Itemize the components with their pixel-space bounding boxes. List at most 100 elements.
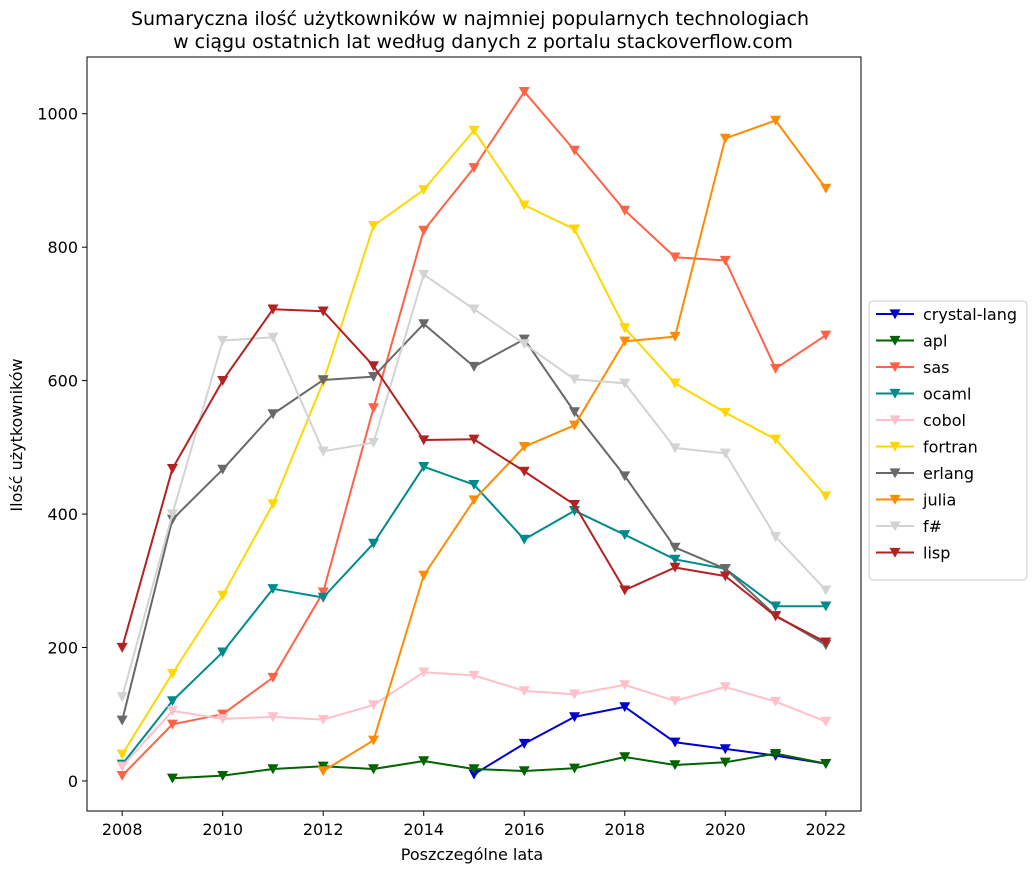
data-point-erlang — [719, 564, 731, 575]
legend-label: apl — [923, 332, 947, 351]
data-point-f-sharp — [367, 437, 379, 448]
data-point-fortran — [820, 491, 832, 502]
data-point-apl — [418, 756, 430, 767]
series-fortran — [116, 125, 832, 760]
data-point-sas — [669, 252, 681, 263]
data-point-sas — [719, 255, 731, 266]
data-point-ocaml — [367, 538, 379, 549]
data-point-ocaml — [166, 696, 178, 707]
data-point-ocaml — [418, 462, 430, 472]
data-point-erlang — [569, 407, 581, 418]
legend-label: lisp — [923, 544, 950, 563]
y-tick-label: 600 — [47, 372, 78, 391]
data-point-fortran — [770, 434, 782, 445]
plot-area — [87, 57, 861, 811]
legend-item-ocaml: ocaml — [876, 385, 971, 404]
data-point-fortran — [719, 407, 731, 418]
data-point-fortran — [619, 323, 631, 334]
data-point-fortran — [468, 125, 480, 136]
data-point-apl — [518, 766, 530, 777]
data-point-julia — [569, 420, 581, 431]
legend-item-erlang: erlang — [876, 464, 974, 483]
data-point-julia — [770, 115, 782, 126]
data-point-erlang — [267, 409, 279, 420]
data-point-cobol — [719, 682, 731, 693]
chart-title-line1: Sumaryczna ilość użytkowników w najmniej… — [131, 8, 809, 30]
legend-swatch-marker — [889, 521, 901, 532]
data-point-erlang — [116, 715, 128, 726]
data-point-julia — [619, 336, 631, 347]
data-point-fortran — [418, 185, 430, 196]
legend-item-crystal-lang: crystal-lang — [876, 305, 1017, 324]
data-point-lisp — [166, 464, 178, 474]
data-point-crystal-lang — [669, 737, 681, 748]
series-erlang — [116, 319, 832, 726]
data-point-apl — [267, 764, 279, 775]
legend-label: sas — [923, 358, 949, 377]
data-point-f-sharp — [569, 374, 581, 385]
legend-swatch-marker — [889, 362, 901, 373]
data-point-sas — [468, 163, 480, 173]
legend-label: julia — [922, 491, 956, 510]
data-point-cobol — [468, 670, 480, 681]
legend-swatch-marker — [889, 388, 901, 399]
data-point-sas — [418, 225, 430, 236]
data-point-fortran — [217, 590, 229, 601]
data-point-julia — [367, 735, 379, 746]
data-point-f-sharp — [518, 339, 530, 350]
x-tick-label: 2012 — [303, 820, 344, 839]
data-point-sas — [116, 770, 128, 781]
data-point-cobol — [820, 716, 832, 727]
data-point-crystal-lang — [619, 702, 631, 713]
data-point-lisp — [418, 435, 430, 446]
data-point-lisp — [468, 434, 480, 445]
series-apl — [166, 748, 832, 784]
data-point-fortran — [267, 499, 279, 510]
data-point-apl — [217, 770, 229, 781]
legend-item-apl: apl — [876, 332, 947, 351]
data-point-julia — [418, 570, 430, 581]
legend-swatch-marker — [889, 494, 901, 505]
data-point-lisp — [719, 571, 731, 582]
y-tick-label: 0 — [68, 772, 78, 791]
data-point-cobol — [770, 696, 782, 707]
legend-swatch-marker — [889, 547, 901, 558]
data-point-f-sharp — [217, 335, 229, 346]
data-point-ocaml — [770, 601, 782, 612]
data-point-lisp — [217, 375, 229, 386]
data-point-f-sharp — [317, 446, 329, 457]
data-point-f-sharp — [116, 692, 128, 703]
data-point-sas — [267, 672, 279, 683]
data-point-ocaml — [518, 534, 530, 545]
legend-swatch-marker — [889, 309, 901, 320]
chart-title-line2: w ciągu ostatnich lat według danych z po… — [173, 31, 793, 53]
x-tick-label: 2010 — [202, 820, 243, 839]
data-point-ocaml — [267, 584, 279, 595]
data-point-cobol — [418, 667, 430, 678]
data-point-cobol — [669, 696, 681, 707]
legend-box — [868, 300, 1028, 581]
data-point-erlang — [669, 542, 681, 553]
data-point-apl — [770, 748, 782, 759]
legend-item-julia: julia — [876, 491, 956, 510]
data-point-lisp — [619, 585, 631, 596]
data-point-apl — [569, 763, 581, 774]
data-point-f-sharp — [619, 378, 631, 389]
data-point-fortran — [669, 378, 681, 389]
data-point-cobol — [116, 761, 128, 772]
data-point-erlang — [418, 319, 430, 330]
data-point-apl — [619, 752, 631, 763]
data-point-apl — [719, 757, 731, 768]
data-point-julia — [719, 133, 731, 144]
data-point-erlang — [317, 375, 329, 386]
data-point-erlang — [367, 371, 379, 382]
data-point-erlang — [166, 514, 178, 525]
data-point-ocaml — [217, 647, 229, 658]
data-point-apl — [669, 760, 681, 771]
data-point-fortran — [116, 749, 128, 760]
y-tick-label: 1000 — [37, 105, 78, 124]
data-point-fortran — [518, 200, 530, 211]
legend-swatch-marker — [889, 441, 901, 452]
data-point-crystal-lang — [518, 738, 530, 749]
data-point-lisp — [367, 361, 379, 372]
